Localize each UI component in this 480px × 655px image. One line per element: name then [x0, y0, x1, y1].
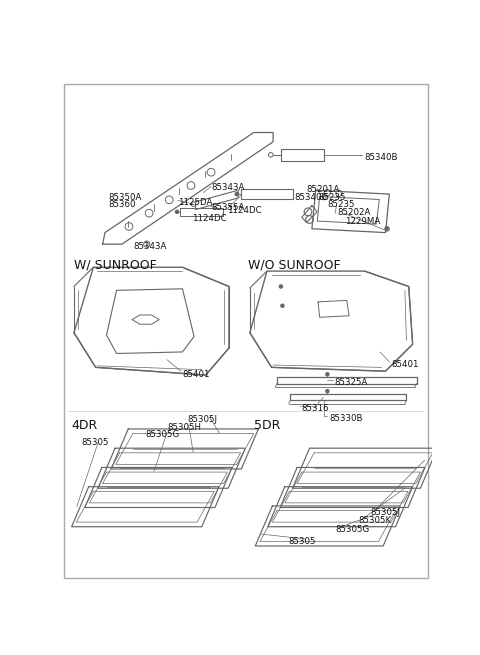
Text: 85305J: 85305J [188, 415, 218, 424]
Text: 4DR: 4DR [72, 419, 98, 432]
Text: 85340C: 85340C [294, 193, 327, 202]
Text: 85305: 85305 [288, 536, 316, 546]
Text: W/O SUNROOF: W/O SUNROOF [248, 258, 340, 271]
Circle shape [235, 193, 238, 196]
Text: 85305H: 85305H [167, 422, 201, 432]
Circle shape [279, 285, 282, 288]
Text: 85340B: 85340B [365, 153, 398, 162]
Text: 1229MA: 1229MA [345, 217, 381, 226]
Text: 85201A: 85201A [306, 185, 340, 194]
Circle shape [326, 373, 329, 376]
Text: 1125DA: 1125DA [178, 198, 212, 207]
Text: 85343A: 85343A [133, 242, 167, 251]
Text: 85305J: 85305J [370, 508, 400, 517]
Text: 85235: 85235 [318, 193, 346, 202]
Text: 85305: 85305 [82, 438, 109, 447]
Text: 85355A: 85355A [211, 203, 244, 212]
Text: 85316: 85316 [302, 403, 329, 413]
Text: 85305G: 85305G [145, 430, 180, 440]
Text: 85325A: 85325A [335, 378, 368, 387]
Text: W/ SUNROOF: W/ SUNROOF [74, 258, 156, 271]
Text: 85401: 85401 [182, 369, 210, 379]
Circle shape [326, 390, 329, 393]
Circle shape [176, 210, 179, 214]
Text: 85350A: 85350A [108, 193, 142, 202]
Text: 85401: 85401 [392, 360, 419, 369]
Text: 85305K: 85305K [359, 516, 392, 525]
Text: 5DR: 5DR [254, 419, 280, 432]
Circle shape [281, 304, 284, 307]
Circle shape [386, 227, 388, 230]
Text: 85202A: 85202A [337, 208, 371, 217]
Text: 85330B: 85330B [329, 413, 362, 422]
Text: 1124DC: 1124DC [227, 206, 261, 215]
Text: 1124DC: 1124DC [192, 214, 227, 223]
Text: 85343A: 85343A [211, 183, 244, 191]
Text: 85235: 85235 [327, 200, 355, 209]
Text: 85305G: 85305G [335, 525, 370, 534]
Text: 85360: 85360 [108, 200, 135, 209]
